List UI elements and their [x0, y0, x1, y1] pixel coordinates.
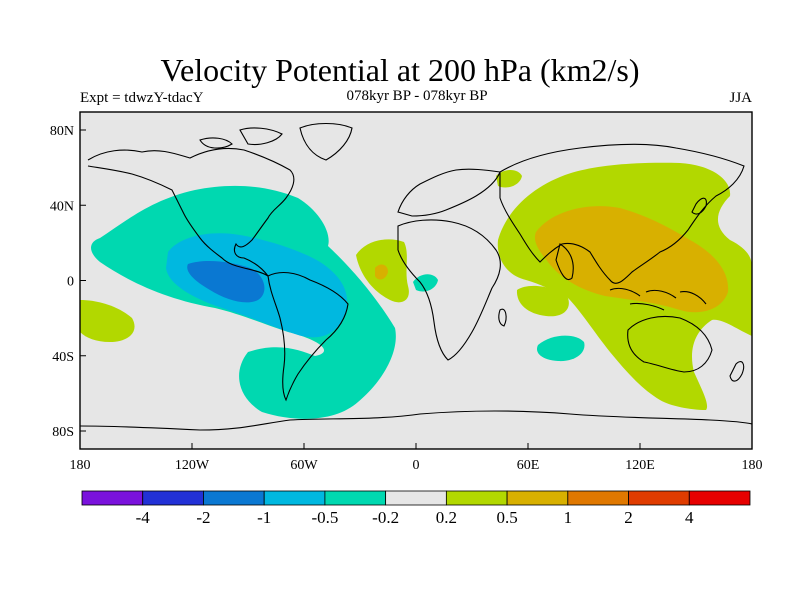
lat-tick-label: 40S [52, 350, 74, 365]
lon-tick-label: 120W [175, 458, 210, 473]
lon-tick-label: 0 [413, 458, 420, 473]
colorbar-swatch [324, 490, 387, 506]
lat-tick-label: 80N [50, 124, 74, 139]
lat-tick-label: 80S [52, 425, 74, 440]
coastline-south-america [267, 271, 349, 402]
colorbar-swatch [506, 490, 569, 506]
colorbar-label: 0.5 [496, 508, 517, 527]
coastline-africa [397, 219, 501, 361]
colorbar-swatch [688, 490, 751, 506]
contour-negative-02 [536, 335, 585, 362]
colorbar-label: 0.2 [436, 508, 457, 527]
contour-positive-05 [534, 206, 729, 313]
lon-tick-label: 60W [290, 458, 318, 473]
colorbar: -4 -2 -1 -0.5 -0.2 0.2 0.5 1 2 4 [81, 490, 751, 527]
longitude-axis: 180 120W 60W 0 60E 120E 180 [70, 443, 763, 473]
period-label: 078kyr BP - 078kyr BP [346, 88, 488, 104]
colorbar-swatch [628, 490, 690, 506]
colorbar-label: 4 [685, 508, 694, 527]
lat-tick-label: 0 [67, 275, 74, 290]
coastline-antarctica [80, 410, 752, 431]
colorbar-label: 1 [564, 508, 573, 527]
colorbar-label: 2 [624, 508, 633, 527]
coastline-greenland [299, 122, 353, 161]
contour-positive-02 [80, 300, 135, 342]
contour-positive-05 [375, 264, 388, 280]
lon-tick-label: 120E [625, 458, 655, 473]
coastlines [80, 122, 752, 431]
colorbar-label: -0.5 [311, 508, 338, 527]
latitude-axis: 80N 40N 0 40S 80S [50, 124, 86, 440]
season-label: JJA [729, 90, 752, 106]
colorbar-swatch [445, 490, 508, 506]
colorbar-swatch [385, 490, 447, 506]
experiment-label: Expt = tdwzY-tdacY [80, 90, 204, 106]
coastline-japan [691, 197, 707, 215]
coastline-madagascar [498, 308, 507, 327]
colorbar-swatch [263, 490, 326, 506]
lon-tick-label: 60E [517, 458, 540, 473]
lon-tick-label: 180 [742, 458, 763, 473]
colorbar-label: -2 [196, 508, 210, 527]
lon-tick-label: 180 [70, 458, 91, 473]
coastline-arctic-islands [199, 127, 283, 149]
colorbar-swatch [567, 490, 629, 506]
coastline-north-america [87, 147, 295, 277]
map-field [80, 112, 752, 449]
lat-tick-label: 40N [50, 199, 74, 214]
coastline-australia [627, 315, 713, 373]
colorbar-label: -4 [136, 508, 151, 527]
contour-negative-02 [413, 274, 438, 292]
coastline-india [555, 243, 574, 280]
colorbar-swatch [203, 490, 265, 506]
coastline-maritime-continent [609, 287, 707, 311]
contour-negative-1 [187, 261, 265, 303]
contour-positive-02 [496, 170, 522, 188]
contour-positive-02 [516, 285, 569, 317]
coastline-asia [499, 143, 745, 284]
colorbar-swatch [142, 490, 204, 506]
map-title: Velocity Potential at 200 hPa (km2/s) [160, 52, 640, 88]
colorbar-swatch [81, 490, 144, 506]
colorbar-label: -1 [257, 508, 271, 527]
coastline-new-zealand [729, 361, 745, 382]
colorbar-label: -0.2 [372, 508, 399, 527]
